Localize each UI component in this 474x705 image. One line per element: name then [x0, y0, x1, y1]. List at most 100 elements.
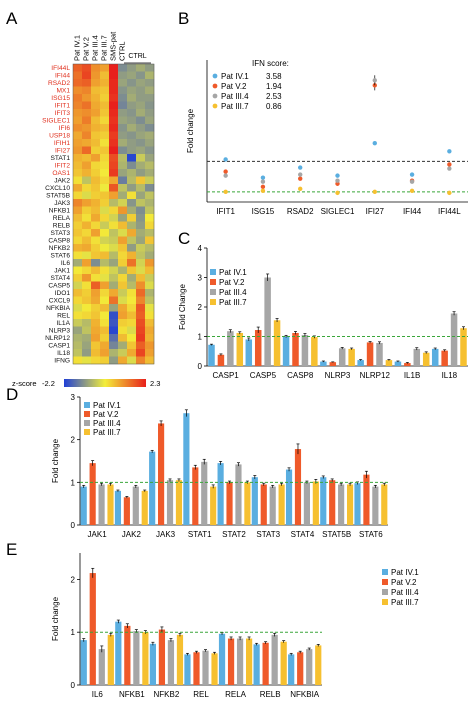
heatmap-cell	[118, 206, 128, 215]
heatmap-cell	[118, 341, 128, 350]
heatmap-cell	[82, 71, 92, 80]
heatmap-cell	[82, 319, 92, 327]
heatmap-cell	[73, 289, 83, 297]
heatmap-cell	[109, 289, 119, 297]
heatmap-cell	[91, 304, 101, 312]
bar-pat-iii-7-stat3	[278, 484, 285, 525]
point-pat-iii-7-rsad2	[298, 186, 303, 192]
heatmap-cell	[82, 184, 92, 192]
bar-pat-iii-4-nlrp3	[338, 348, 346, 366]
ctrl-label: CTRL	[128, 53, 146, 60]
point-pat-v-2-ifi44l	[447, 162, 452, 167]
heatmap-cell	[118, 334, 128, 342]
heatmap-cell	[127, 116, 137, 125]
bar-pat-iii-7-nfkb2	[176, 634, 184, 685]
point-pat-iv-1-isg15	[260, 175, 266, 180]
heatmap-cell	[82, 236, 92, 245]
heatmap-row-label-cxcl10: CXCL10	[45, 185, 70, 192]
heatmap-row-label-ifng: IFNG	[54, 358, 70, 365]
colorbar-min-label: -2.2	[42, 379, 55, 388]
bar-pat-iii-7-nfkbia	[315, 645, 322, 685]
bar-pat-iv-1-il18	[431, 348, 439, 366]
heatmap-cell	[136, 274, 146, 282]
heatmap-cell	[82, 244, 92, 252]
bar-pat-iii-4-casp1	[227, 331, 234, 366]
heatmap-cell	[109, 319, 119, 327]
point-pat-v-2-ifi27	[372, 83, 377, 88]
heatmap-cell	[73, 206, 83, 215]
heatmap-cell	[136, 161, 146, 170]
bar-pat-iii-7-stat2	[244, 482, 251, 525]
heatmap-cell	[136, 236, 146, 245]
heatmap-cell	[100, 146, 110, 155]
heatmap-cell	[109, 146, 119, 155]
heatmap-cell	[100, 214, 110, 222]
heatmap-cell	[145, 79, 155, 87]
heatmap-cell	[91, 214, 101, 222]
heatmap-cell	[118, 94, 128, 102]
bar-pat-iii-7-il1b	[422, 352, 430, 366]
heatmap-cell	[145, 341, 155, 350]
heatmap-cell	[73, 191, 83, 200]
heatmap-cell	[145, 281, 155, 290]
heatmap-cell	[109, 251, 119, 260]
heatmap-cell	[109, 311, 119, 320]
y-axis-title: Fold change	[51, 596, 60, 641]
heatmap-cell	[73, 349, 83, 357]
bar-pat-iv-1-rela	[218, 633, 226, 685]
heatmap-cell	[145, 221, 155, 230]
heatmap-row-label-casp5: CASP5	[48, 283, 70, 290]
heatmap-cell	[118, 244, 128, 252]
heatmap-cell	[82, 101, 92, 110]
heatmap-cell	[118, 79, 128, 87]
heatmap-cell	[127, 311, 137, 320]
heatmap-cell	[136, 191, 146, 200]
bar-pat-iii-4-il1b	[413, 348, 421, 366]
bar-pat-iii-7-nlrp12	[385, 360, 393, 366]
heatmap-cell	[100, 64, 110, 72]
heatmap-row-label-jak2: JAK2	[54, 178, 70, 185]
heatmap-cell	[109, 244, 119, 252]
colorbar	[64, 379, 146, 387]
heatmap-col-label-pat-iii-7: Pat III.7	[100, 35, 109, 61]
heatmap-cell	[136, 79, 146, 87]
bar-pat-v-2-il1b	[404, 363, 411, 366]
heatmap-cell	[118, 101, 128, 110]
heatmap-cell	[127, 154, 137, 162]
heatmap-cell	[109, 236, 119, 245]
heatmap-cell	[145, 311, 155, 320]
heatmap-cell	[91, 154, 101, 162]
panel-e-nfkb-bars: 0 1 2 Fold change IL6 NFKB1 NFKB2 REL RELA RELB NF…	[51, 553, 419, 699]
heatmap-cell	[73, 79, 83, 87]
point-pat-iii-4-siglec1	[335, 178, 340, 183]
heatmap-row-label-oas1: OAS1	[52, 170, 70, 177]
heatmap-cell	[82, 334, 92, 342]
heatmap-cell	[82, 274, 92, 282]
heatmap-cell	[109, 124, 119, 132]
x-tick-label-jak3: JAK3	[156, 530, 176, 539]
bar-pat-iii-4-stat6	[372, 486, 379, 525]
heatmap-cell	[100, 184, 110, 192]
bar-pat-iii-7-casp1	[236, 332, 244, 366]
colorbar-label: z-score	[12, 379, 37, 388]
heatmap-cell	[82, 311, 92, 320]
y-tick-label: 2	[71, 575, 76, 584]
heatmap-col-label-pat-iii-4: Pat III.4	[91, 35, 100, 61]
heatmap-cell	[82, 176, 92, 185]
heatmap-cell	[109, 116, 119, 125]
bar-pat-iii-7-rela	[245, 638, 253, 685]
heatmap-cell	[136, 251, 146, 260]
bar-pat-iv-1-nfkb1	[115, 621, 122, 685]
heatmap-cell	[118, 131, 128, 140]
bar-pat-iii-4-nfkb1	[133, 631, 140, 685]
panel-label-a: A	[6, 9, 18, 28]
heatmap-cell	[73, 94, 83, 102]
heatmap-cell	[127, 169, 137, 177]
heatmap-cell	[145, 94, 155, 102]
heatmap-cell	[100, 131, 110, 140]
bar-pat-iv-1-nfkb2	[149, 643, 157, 685]
point-pat-iii-4-ifi27	[372, 78, 377, 83]
legend-label-pat-iv-1: Pat IV.1	[93, 401, 121, 410]
x-tick-label-nfkbia: NFKBIA	[290, 690, 320, 699]
heatmap-cell	[91, 221, 101, 230]
